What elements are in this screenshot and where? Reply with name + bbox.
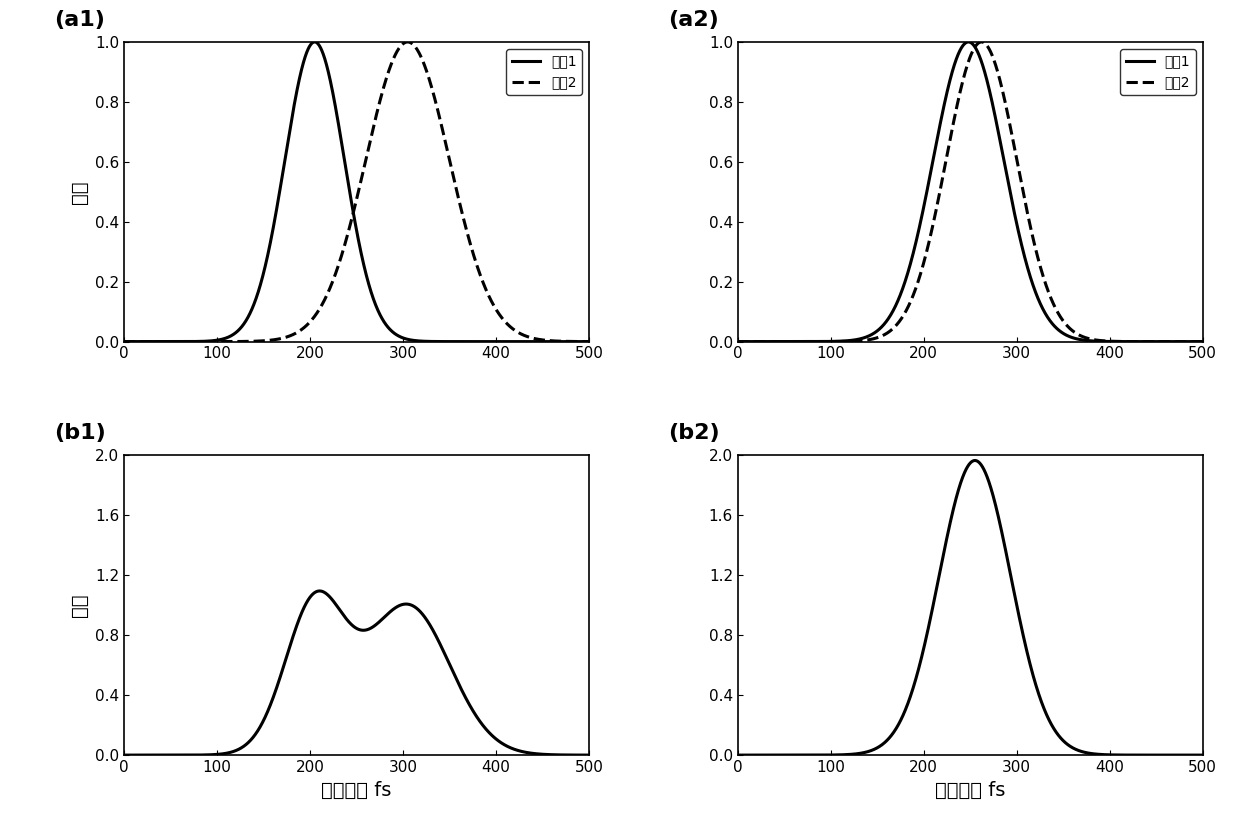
Y-axis label: 强度: 强度 (71, 180, 89, 204)
Legend: 脉冲1, 脉冲2: 脉冲1, 脉冲2 (1120, 49, 1195, 95)
Text: (a2): (a2) (668, 10, 719, 30)
X-axis label: 延迟时间 fs: 延迟时间 fs (321, 780, 392, 800)
Text: (a1): (a1) (55, 10, 105, 30)
X-axis label: 延迟时间 fs: 延迟时间 fs (935, 780, 1006, 800)
Text: (b1): (b1) (55, 424, 105, 444)
Y-axis label: 强度: 强度 (71, 593, 89, 617)
Legend: 脉冲1, 脉冲2: 脉冲1, 脉冲2 (506, 49, 582, 95)
Text: (b2): (b2) (668, 424, 719, 444)
